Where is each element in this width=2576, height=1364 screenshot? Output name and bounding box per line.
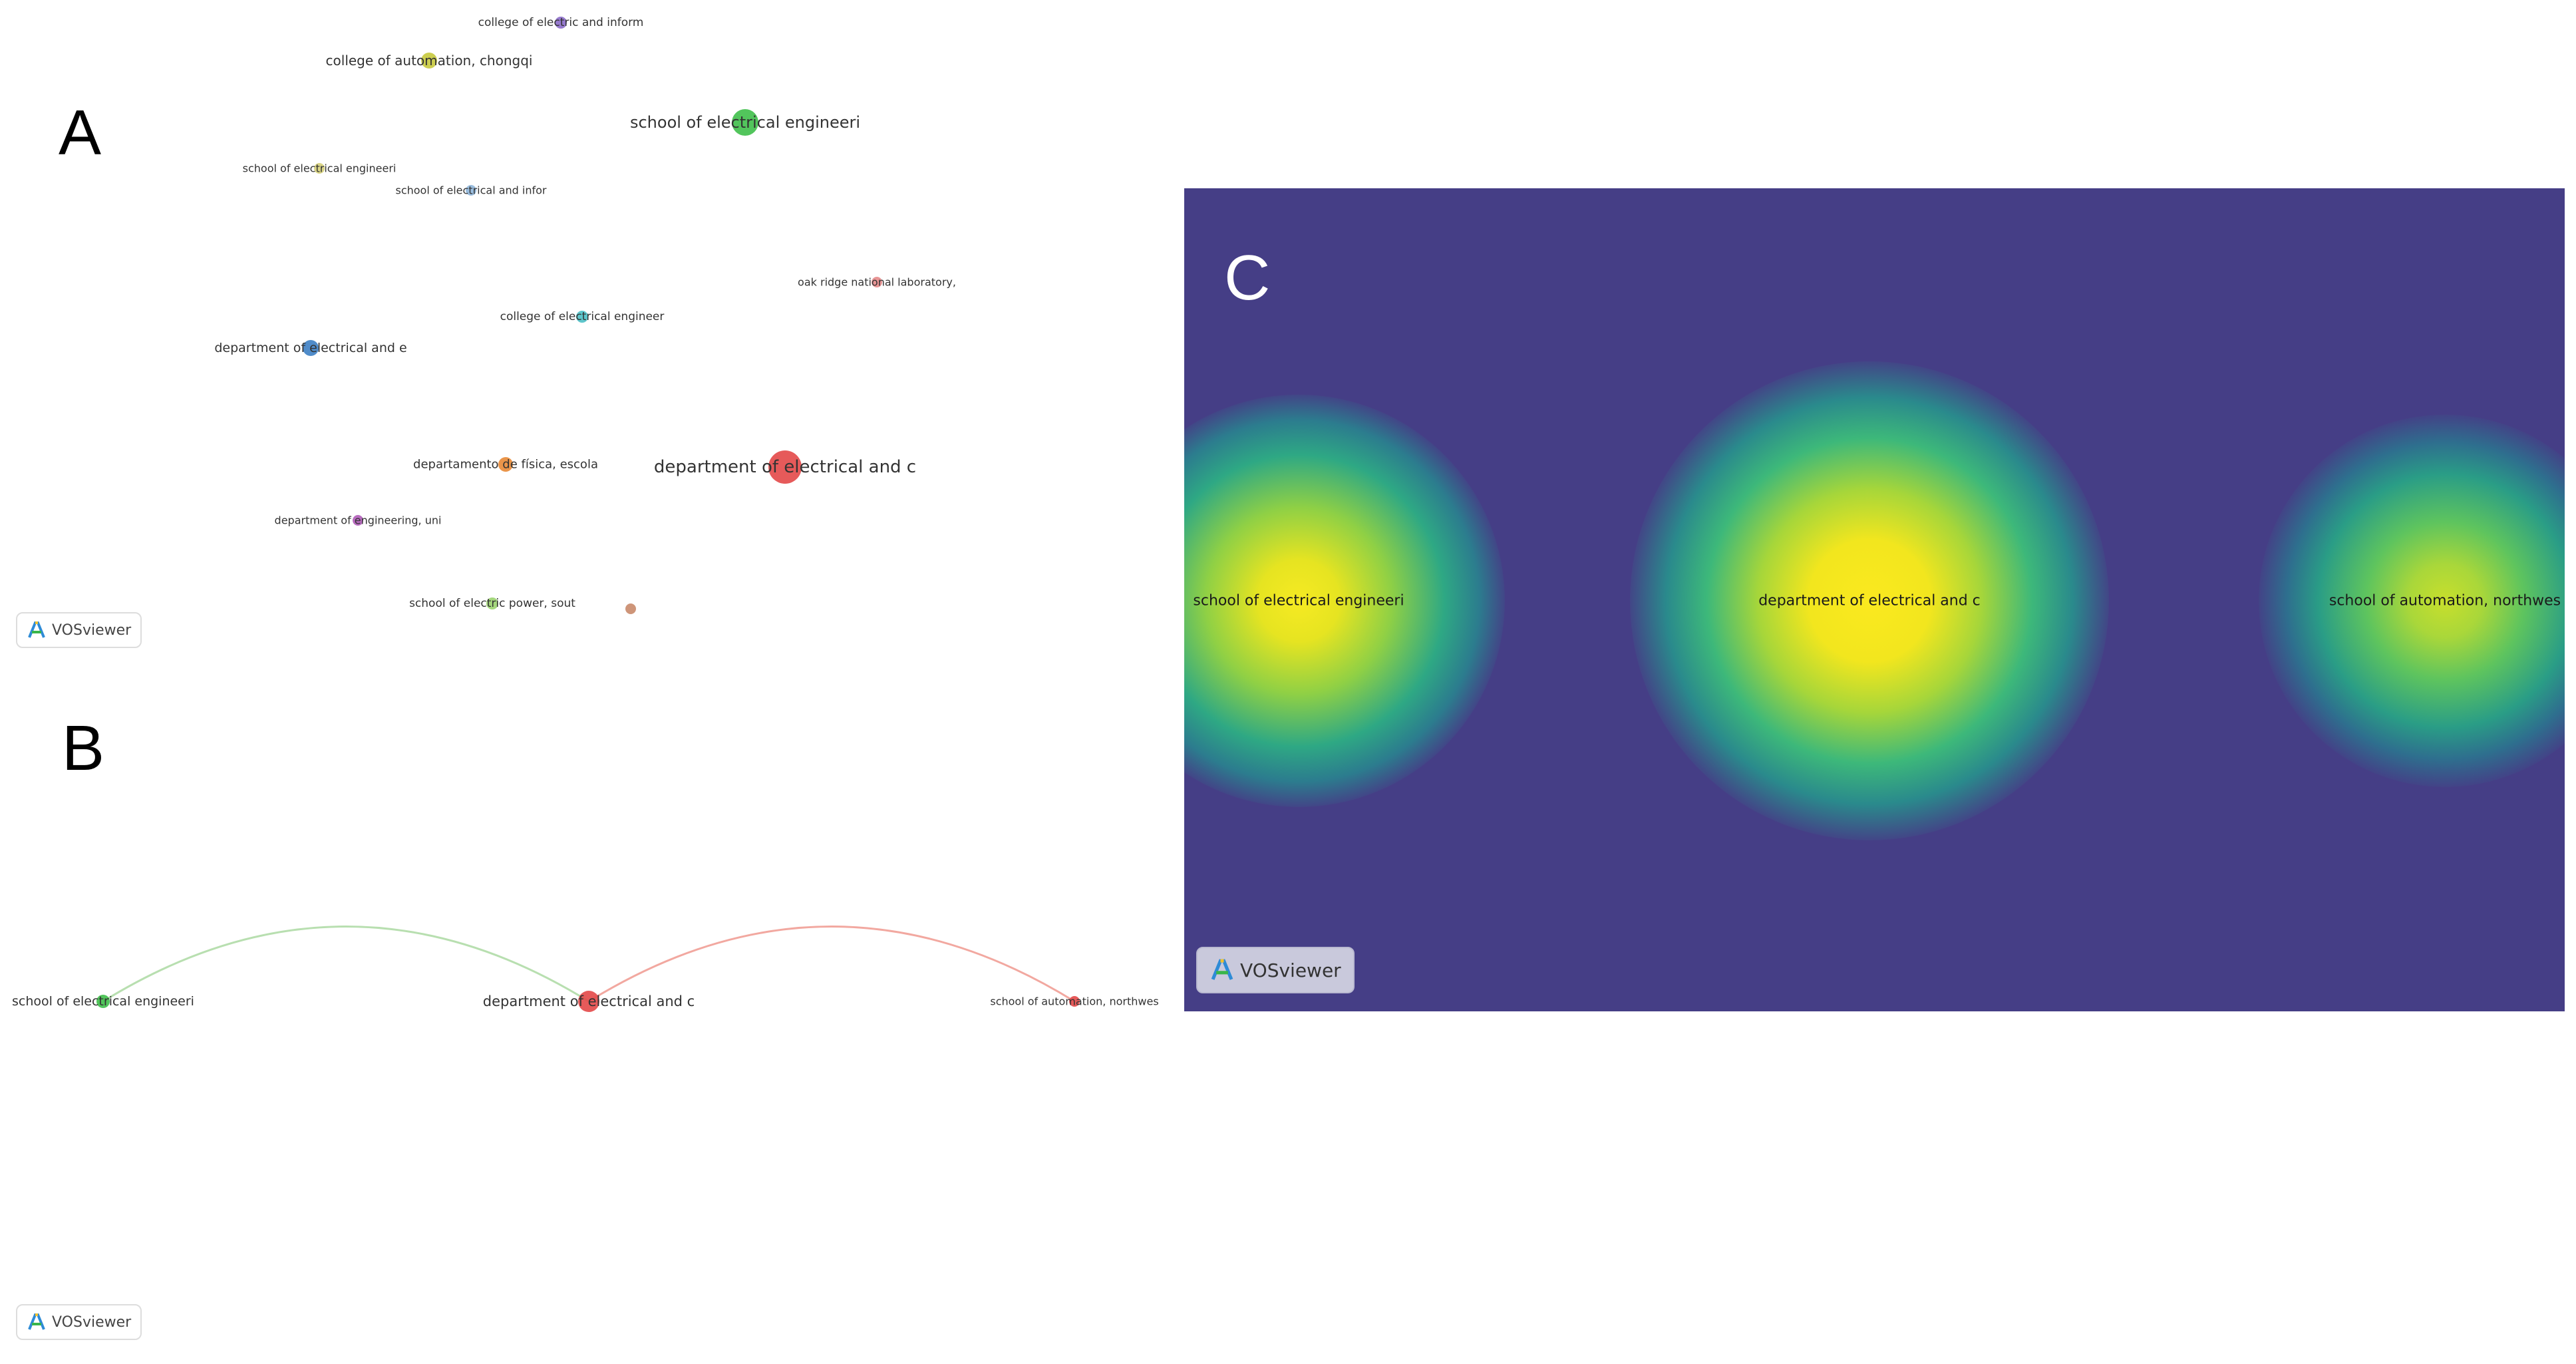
network-node-label: school of electrical engineeri bbox=[242, 162, 397, 175]
network-node-label: school of automation, northwes bbox=[990, 995, 1159, 1008]
network-node[interactable] bbox=[768, 450, 802, 484]
edge-school-dept bbox=[102, 926, 589, 1003]
density-label: school of electrical engineeri bbox=[1193, 592, 1404, 609]
vosviewer-logo-icon bbox=[28, 621, 45, 638]
network-node[interactable] bbox=[732, 109, 758, 136]
edge-dept-automation bbox=[588, 926, 1075, 1003]
panel-b-network: B school of electrical engineeri departme… bbox=[0, 665, 1184, 1364]
network-node-label: college of automation, chongqi bbox=[325, 53, 533, 69]
network-node[interactable] bbox=[96, 995, 110, 1008]
network-node-label: department of electrical and c bbox=[653, 457, 917, 477]
panel-b-edges bbox=[102, 926, 1075, 1003]
panel-b-letter: B bbox=[62, 713, 105, 784]
density-label: school of automation, northwes bbox=[2329, 592, 2561, 609]
panel-c-letter: C bbox=[1224, 242, 1271, 313]
network-node-label: college of electrical engineer bbox=[500, 310, 665, 323]
network-node[interactable] bbox=[466, 185, 476, 196]
network-node-label: school of electric power, sout bbox=[409, 597, 575, 610]
vosviewer-badge-a: VOSviewer bbox=[16, 612, 142, 648]
network-node-label: school of electrical engineeri bbox=[629, 113, 861, 132]
vosviewer-badge-label: VOSviewer bbox=[1240, 959, 1341, 981]
network-node[interactable] bbox=[314, 163, 325, 174]
density-blob-right bbox=[2259, 415, 2565, 787]
network-node-label: department of electrical and c bbox=[482, 993, 695, 1009]
density-blob-center bbox=[1630, 361, 2109, 840]
vosviewer-logo-icon bbox=[28, 1313, 45, 1330]
network-node[interactable] bbox=[625, 603, 636, 614]
network-node-label: school of electrical engineeri bbox=[12, 994, 194, 1009]
density-label: department of electrical and c bbox=[1758, 592, 1981, 609]
network-node-label: oak ridge national laboratory, bbox=[798, 275, 956, 289]
network-node[interactable] bbox=[486, 597, 498, 609]
network-node-label: school of electrical and infor bbox=[395, 184, 547, 197]
network-node-label: college of electric and inform bbox=[478, 16, 644, 29]
network-node[interactable] bbox=[576, 311, 588, 323]
network-node[interactable] bbox=[498, 457, 513, 472]
network-node[interactable] bbox=[1069, 996, 1080, 1007]
vosviewer-badge-label: VOSviewer bbox=[52, 1313, 132, 1331]
density-blob-left bbox=[1184, 395, 1505, 807]
vosviewer-badge-c: VOSviewer bbox=[1196, 947, 1355, 993]
network-node[interactable] bbox=[578, 991, 599, 1012]
panel-c-density: C school of electrical engineeri departme… bbox=[1184, 188, 2565, 1011]
vosviewer-logo-icon bbox=[1211, 959, 1233, 980]
network-node[interactable] bbox=[353, 515, 363, 526]
network-node-label: departamento de física, escola bbox=[413, 457, 598, 472]
network-node-label: department of engineering, uni bbox=[274, 514, 442, 527]
panel-a-letter: A bbox=[59, 97, 102, 168]
vosviewer-badge-label: VOSviewer bbox=[52, 621, 132, 639]
network-node-label: department of electrical and e bbox=[214, 341, 407, 355]
network-node[interactable] bbox=[555, 17, 567, 29]
network-node[interactable] bbox=[421, 53, 437, 69]
network-node[interactable] bbox=[303, 340, 319, 356]
panel-a-network: A college of electric and inform college … bbox=[0, 0, 1184, 655]
network-node[interactable] bbox=[872, 277, 882, 287]
vosviewer-badge-b: VOSviewer bbox=[16, 1304, 142, 1340]
